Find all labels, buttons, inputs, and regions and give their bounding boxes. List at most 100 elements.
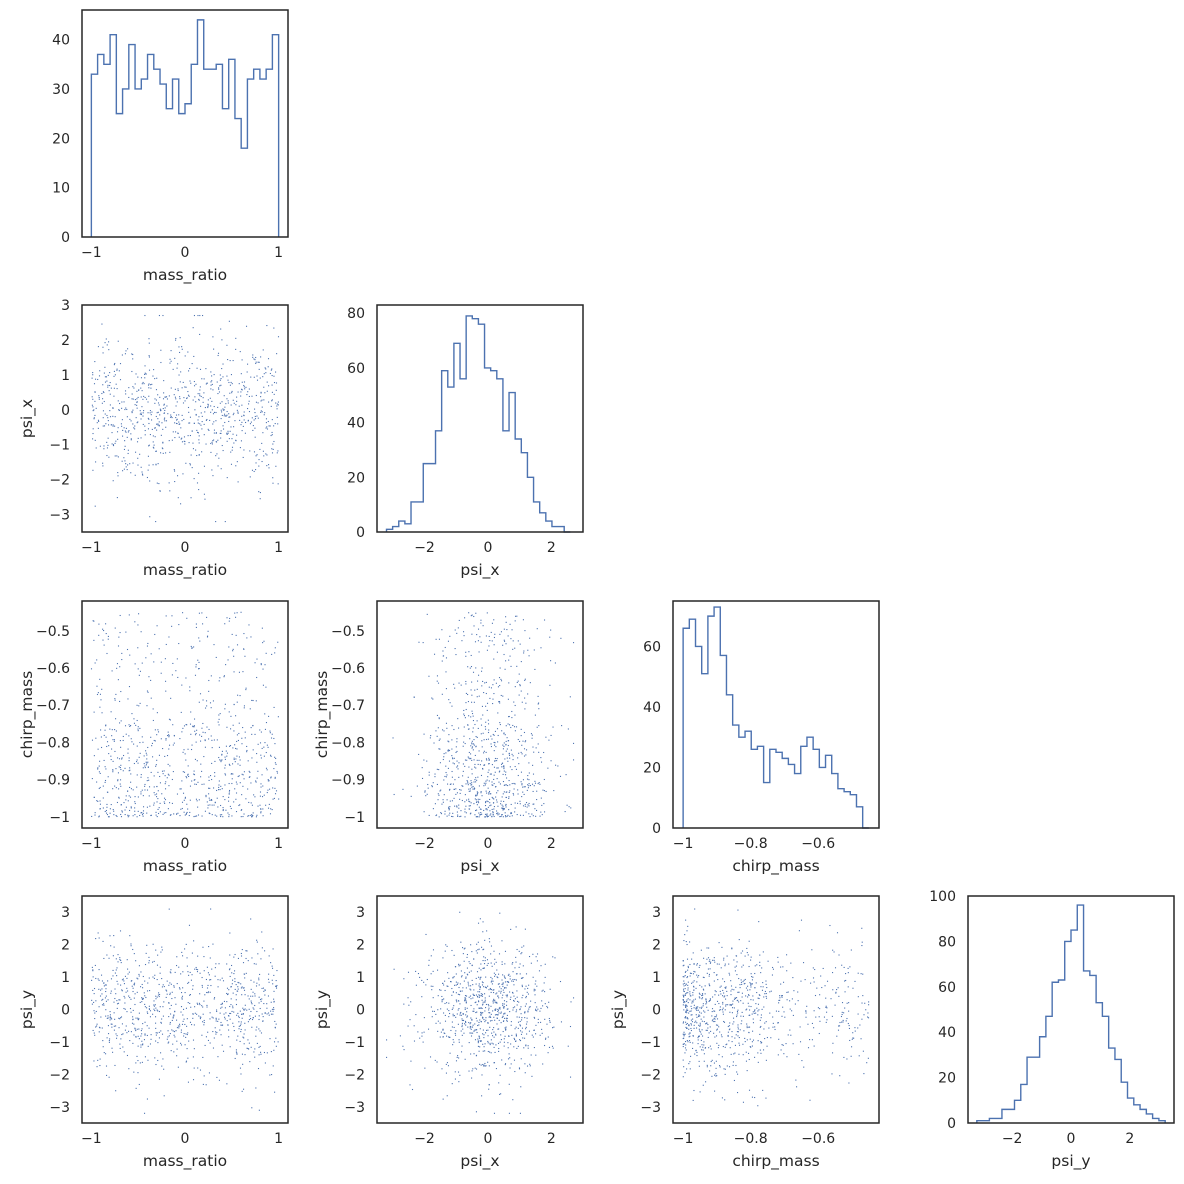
scatter-point: [519, 1112, 521, 1114]
scatter-point: [173, 985, 175, 987]
scatter-point: [151, 745, 153, 747]
scatter-point: [490, 1005, 492, 1007]
scatter-point: [467, 983, 469, 985]
scatter-point: [118, 758, 121, 760]
scatter-point: [486, 815, 488, 817]
scatter-point: [114, 785, 116, 787]
scatter-point: [230, 374, 233, 376]
scatter-point: [171, 802, 173, 804]
scatter-point: [273, 737, 275, 740]
scatter-point: [476, 688, 478, 690]
scatter-point: [115, 814, 117, 817]
scatter-point: [502, 695, 504, 697]
scatter-point: [213, 411, 216, 413]
scatter-point: [160, 1052, 162, 1054]
scatter-point: [685, 1027, 688, 1029]
scatter-point: [544, 963, 546, 965]
scatter-point: [507, 981, 509, 983]
scatter-point: [447, 640, 450, 642]
scatter-point: [109, 1014, 111, 1016]
scatter-point: [435, 814, 437, 817]
scatter-point: [764, 990, 766, 992]
scatter-point: [236, 644, 239, 646]
scatter-point: [485, 1029, 488, 1031]
scatter-point: [503, 640, 506, 642]
scatter-point: [447, 985, 449, 987]
scatter-point: [243, 813, 245, 815]
scatter-point: [271, 399, 273, 401]
scatter-point: [533, 1046, 535, 1049]
scatter-point: [535, 1033, 537, 1035]
scatter-point: [94, 400, 96, 402]
scatter-point: [162, 314, 164, 317]
scatter-point: [142, 795, 144, 797]
hist-psi-x-x-tick-label: −2: [414, 540, 435, 556]
scatter-point: [477, 798, 479, 800]
scatter-point: [160, 434, 162, 436]
scatter-point: [126, 959, 128, 961]
scatter-point: [468, 1042, 470, 1044]
scatter-point: [520, 1033, 523, 1035]
scatter-point: [687, 998, 689, 1000]
scatter-point: [238, 383, 240, 385]
scatter-point: [543, 751, 545, 754]
scatter-point: [194, 730, 196, 732]
scatter-point: [153, 661, 155, 663]
scatter-point: [508, 791, 510, 794]
scatter-point: [156, 759, 158, 761]
scatter-point: [473, 788, 475, 790]
scatter-point: [485, 987, 488, 989]
scatter-point: [482, 1012, 484, 1014]
scatter-point: [448, 814, 450, 816]
scatter-point: [513, 1059, 516, 1061]
scatter-point: [131, 980, 133, 982]
scatter-point: [185, 1061, 187, 1063]
scatter-point: [490, 991, 492, 993]
scatter-point: [158, 995, 160, 998]
scatter-point: [473, 994, 476, 996]
scatter-point: [101, 402, 103, 404]
scatter-point: [515, 1009, 518, 1011]
scatter-point: [197, 969, 199, 971]
scatter-point: [119, 1047, 121, 1049]
scatter-point: [272, 948, 274, 950]
scatter-point: [215, 1018, 217, 1020]
scatter-point: [454, 984, 456, 986]
scatter-point: [518, 752, 520, 754]
scatter-point: [532, 815, 534, 817]
scatter-point: [448, 789, 451, 791]
scatter-point: [198, 661, 200, 663]
scatter-point: [684, 988, 686, 990]
scatter-point: [503, 800, 505, 802]
scatter-point: [249, 771, 251, 773]
scatter-point: [148, 795, 150, 797]
scatter-point: [237, 481, 239, 483]
scatter-point: [218, 746, 221, 748]
scatter-point: [134, 474, 136, 476]
scatter-point: [523, 731, 526, 734]
scatter-point: [499, 702, 501, 704]
scatter-point: [144, 373, 146, 375]
scatter-point: [540, 761, 543, 763]
scatter-point: [250, 814, 252, 816]
scatter-point: [844, 991, 846, 993]
scatter-point: [171, 439, 173, 441]
scatter-point: [121, 652, 123, 654]
scatter-point: [101, 999, 103, 1001]
scatter-point: [260, 411, 262, 413]
scatter-point: [503, 742, 505, 744]
scatter-point: [207, 406, 209, 409]
scatter-point: [102, 998, 104, 1000]
scatter-point: [248, 410, 251, 413]
scatter-psi-x-vs-psi-y-frame: [376, 895, 584, 1124]
scatter-point: [176, 1040, 178, 1042]
scatter-point: [158, 421, 160, 423]
scatter-point: [497, 790, 499, 792]
scatter-point: [459, 798, 461, 800]
scatter-point: [103, 400, 105, 403]
scatter-point: [256, 939, 258, 941]
scatter-point: [99, 678, 101, 680]
scatter-point: [118, 999, 120, 1001]
scatter-point: [491, 738, 493, 740]
